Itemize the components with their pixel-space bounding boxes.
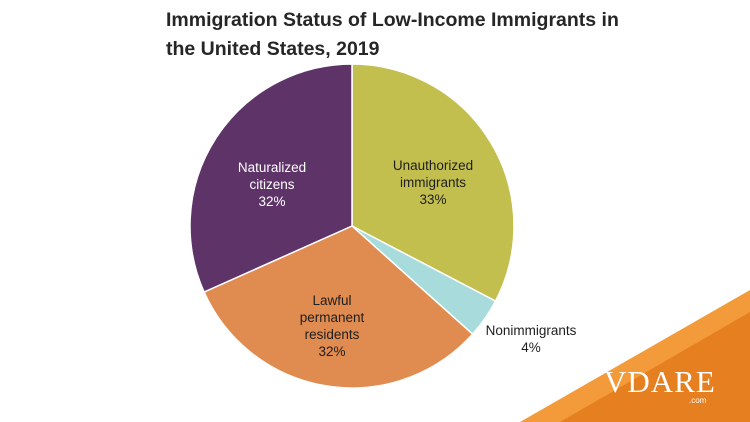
vdare-logo: VDARE .com (604, 366, 724, 412)
slice-label-2: Lawful (312, 293, 351, 308)
pie-slice-3 (189, 63, 353, 294)
chart-title-line-1: Immigration Status of Low-Income Immigra… (166, 9, 619, 31)
slice-label-2: permanent (300, 310, 365, 325)
slice-label-3: Naturalized (238, 160, 306, 175)
slice-value-label-1: 4% (521, 340, 541, 355)
pie-slice-2 (203, 225, 474, 389)
slice-label-2: residents (305, 327, 360, 342)
brand-name: VDARE (604, 364, 716, 399)
chart-title-line-2: the United States, 2019 (166, 38, 380, 60)
slice-label-3: citizens (249, 177, 294, 192)
slice-label-0: Unauthorized (393, 158, 473, 173)
chart-title: Immigration Status of Low-Income Immigra… (166, 6, 636, 64)
slice-value-label-2: 32% (318, 344, 345, 359)
pie-slice-0 (351, 63, 515, 303)
brand-domain: .com (689, 396, 707, 405)
slice-value-label-3: 32% (258, 194, 285, 209)
slice-label-0: immigrants (400, 175, 466, 190)
slice-value-label-0: 33% (419, 192, 446, 207)
slice-label-1: Nonimmigrants (486, 323, 577, 338)
